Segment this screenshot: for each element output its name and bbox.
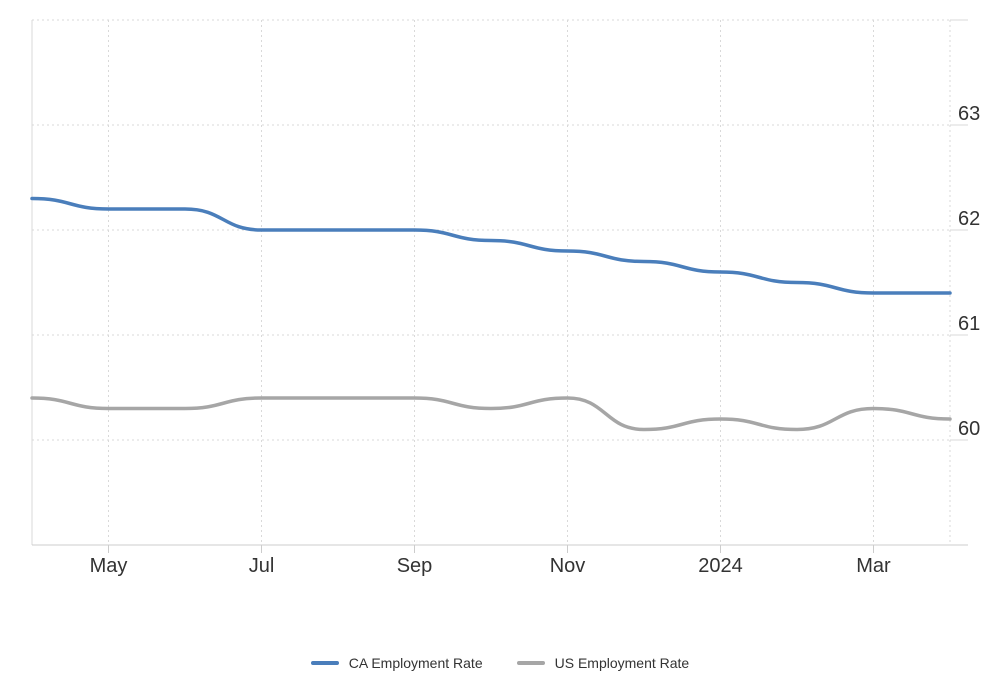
series-line-ca[interactable] [30,196,952,295]
tick-label-layer: 60 61 62 63 May Jul Sep Nov 2024 Mar [90,103,981,577]
x-tick-label: Jul [249,555,275,577]
y-tick-label: 60 [958,418,980,440]
axis-layer [32,19,968,553]
chart-legend: CA Employment Rate US Employment Rate [0,650,1000,676]
series-layer [30,196,952,432]
legend-swatch-us [516,661,545,665]
line-chart: 60 61 62 63 May Jul Sep Nov 2024 Mar [30,19,981,577]
x-tick-label: 2024 [698,555,743,577]
x-tick-label: Mar [856,555,891,577]
x-tick-label: May [90,555,128,577]
x-tick-label: Sep [397,555,433,577]
legend-item-us[interactable]: US Employment Rate [516,655,690,671]
grid-layer [31,19,951,545]
legend-item-ca[interactable]: CA Employment Rate [310,655,483,671]
x-tick-label: Nov [550,555,586,577]
series-line-us[interactable] [30,396,952,432]
y-tick-label: 63 [958,103,980,125]
y-tick-label: 62 [958,208,980,230]
legend-swatch-ca [310,661,339,665]
y-tick-label: 61 [958,313,980,335]
legend-label-us: US Employment Rate [554,655,690,671]
legend-label-ca: CA Employment Rate [348,655,483,671]
